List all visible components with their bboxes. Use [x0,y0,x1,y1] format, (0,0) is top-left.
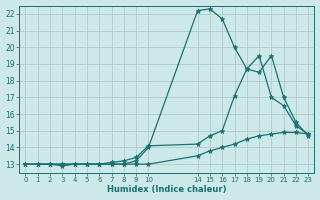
X-axis label: Humidex (Indice chaleur): Humidex (Indice chaleur) [107,185,227,194]
